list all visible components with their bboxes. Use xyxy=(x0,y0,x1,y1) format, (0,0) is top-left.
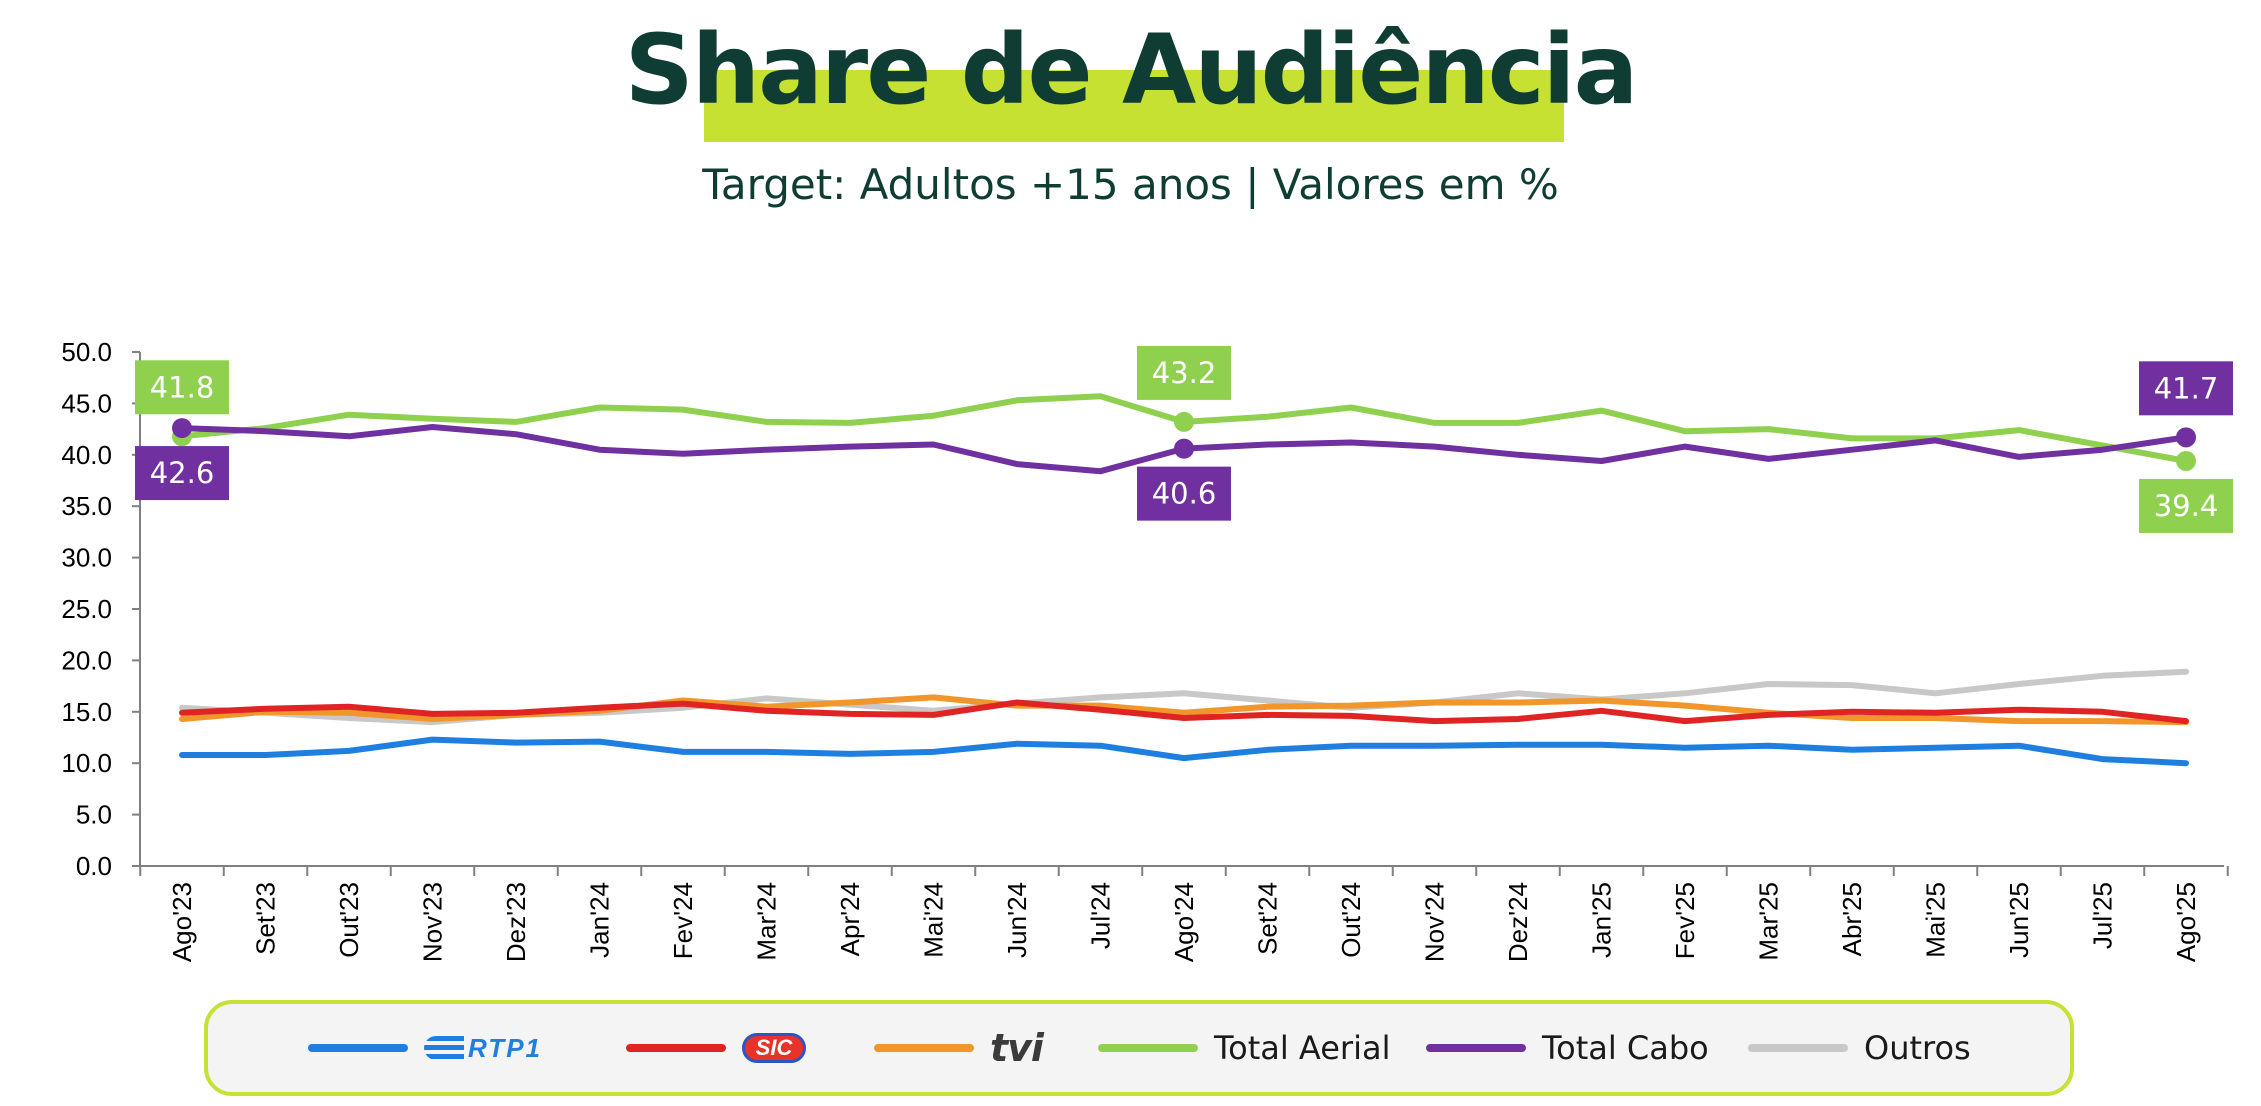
data-label-box xyxy=(2139,478,2233,533)
y-tick-label: 45.0 xyxy=(61,388,112,418)
x-tick-label: Out'23 xyxy=(334,882,364,958)
legend-item-tvi: tvi xyxy=(874,1004,1044,1092)
y-tick-label: 40.0 xyxy=(61,440,112,470)
title-area: Share de Audiência Target: Adultos +15 a… xyxy=(0,0,2261,220)
y-tick-label: 25.0 xyxy=(61,594,112,624)
y-tick-label: 0.0 xyxy=(76,851,112,881)
sic-logo: SIC xyxy=(742,1033,806,1063)
data-label-box xyxy=(2139,361,2233,416)
y-tick-label: 15.0 xyxy=(61,697,112,727)
data-label-box xyxy=(135,446,229,501)
x-tick-label: Jan'25 xyxy=(1587,882,1617,958)
x-tick-label: Jun'24 xyxy=(1002,882,1032,958)
data-label: 43.2 xyxy=(1152,356,1217,390)
data-point-marker xyxy=(2176,427,2196,448)
x-tick-label: Jun'25 xyxy=(2004,882,2034,958)
x-tick-label: Fev'25 xyxy=(1670,882,1700,959)
legend-swatch-sic xyxy=(626,1044,726,1052)
line-chart: 0.0 5.0 10.0 15.0 20.0 25.0 30.0 35.0 40.0 45.0 50… xyxy=(61,337,2233,962)
legend-swatch-cabo xyxy=(1426,1044,1526,1052)
x-tick-label: Jul'24 xyxy=(1086,882,1116,949)
y-tick-label: 35.0 xyxy=(61,491,112,521)
x-tick-label: Dez'24 xyxy=(1503,882,1533,962)
data-label: 39.4 xyxy=(2154,489,2219,523)
data-label-box xyxy=(135,360,229,415)
x-tick-label: Set'23 xyxy=(251,882,281,955)
y-tick-label: 20.0 xyxy=(61,645,112,675)
x-tick-label: Abr'25 xyxy=(1837,882,1867,956)
data-label: 40.6 xyxy=(1152,477,1217,511)
x-tick-label: Mai'24 xyxy=(919,882,949,958)
legend-label-outros: Outros xyxy=(1864,1029,1971,1067)
legend-item-aerial: Total Aerial xyxy=(1098,1004,1390,1092)
legend-swatch-rtp1 xyxy=(308,1044,408,1052)
title-highlight xyxy=(704,70,1564,142)
x-tick-label: Apr'24 xyxy=(835,882,865,956)
rtp1-logo: RTP1 xyxy=(424,1033,542,1064)
x-tick-label: Nov'23 xyxy=(418,882,448,962)
x-tick-label: Mar'24 xyxy=(752,882,782,961)
x-tick-label: Mar'25 xyxy=(1754,882,1784,961)
y-tick-label: 30.0 xyxy=(61,543,112,573)
data-label: 41.8 xyxy=(150,370,215,404)
data-label: 42.6 xyxy=(150,456,215,490)
legend-swatch-outros xyxy=(1748,1044,1848,1052)
x-tick-label: Set'24 xyxy=(1253,882,1283,955)
legend: RTP1 SIC tvi Total Aerial Total Cabo Out… xyxy=(204,1000,2074,1096)
data-point-marker xyxy=(172,418,192,439)
legend-swatch-tvi xyxy=(874,1044,974,1052)
x-tick-label: Mai'25 xyxy=(1921,882,1951,958)
data-point-marker xyxy=(1174,411,1194,432)
y-tick-label: 10.0 xyxy=(61,748,112,778)
x-tick-label: Fev'24 xyxy=(668,882,698,959)
data-label: 41.7 xyxy=(2154,371,2219,405)
page-subtitle: Target: Adultos +15 anos | Valores em % xyxy=(702,160,1559,209)
x-tick-label: Ago'24 xyxy=(1169,882,1199,962)
page-title: Share de Audiência xyxy=(624,14,1639,126)
data-label-box xyxy=(1137,345,1231,400)
legend-item-rtp1: RTP1 xyxy=(308,1004,542,1092)
y-tick-label: 5.0 xyxy=(76,800,112,830)
series-line-sic xyxy=(179,699,2189,725)
legend-label-aerial: Total Aerial xyxy=(1214,1029,1391,1067)
legend-item-cabo: Total Cabo xyxy=(1426,1004,1709,1092)
x-tick-label: Ago'25 xyxy=(2171,882,2201,962)
x-tick-label: Jan'24 xyxy=(585,882,615,958)
data-point-marker xyxy=(2176,450,2196,471)
x-tick-label: Out'24 xyxy=(1336,882,1366,958)
data-point-marker xyxy=(1174,438,1194,459)
legend-item-sic: SIC xyxy=(626,1004,806,1092)
x-tick-label: Dez'23 xyxy=(501,882,531,962)
data-label-box xyxy=(1137,466,1231,521)
y-tick-label: 50.0 xyxy=(61,337,112,367)
legend-item-outros: Outros xyxy=(1748,1004,1971,1092)
x-tick-label: Jul'25 xyxy=(2088,882,2118,949)
legend-label-cabo: Total Cabo xyxy=(1542,1029,1709,1067)
x-tick-label: Ago'23 xyxy=(167,882,197,962)
x-tick-label: Nov'24 xyxy=(1420,882,1450,962)
legend-swatch-aerial xyxy=(1098,1044,1198,1052)
tvi-logo: tvi xyxy=(990,1026,1044,1070)
series-line-rtp1 xyxy=(179,736,2189,767)
